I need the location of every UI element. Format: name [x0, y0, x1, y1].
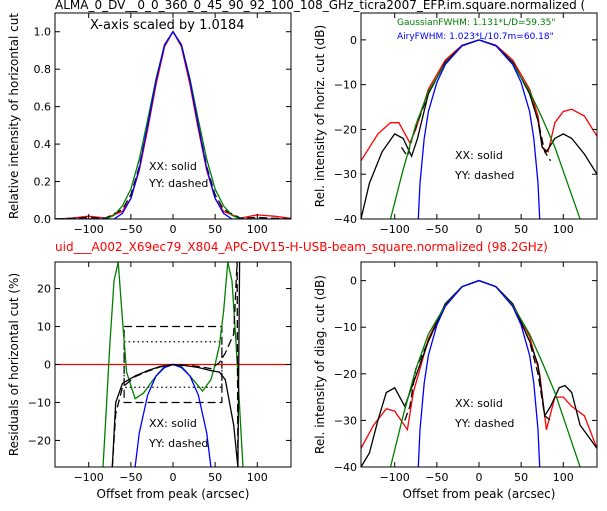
x-tick-label: 100 [247, 223, 268, 236]
x-axis-label: Offset from peak (arcsec) [403, 487, 556, 501]
x-tick-label: 50 [514, 223, 528, 236]
y-tick-label: 0 [350, 34, 357, 47]
x-tick-label: −100 [380, 471, 410, 484]
annotation-text: YY: dashed [148, 437, 208, 450]
y-tick-label: −20 [334, 123, 357, 136]
x-tick-label: −50 [119, 471, 142, 484]
series-line-black-solid-1 [361, 39, 597, 219]
series-line-blue-solid-2 [134, 363, 212, 467]
series-line-red-solid-0 [361, 39, 597, 162]
series-line-blue-solid-4 [417, 39, 541, 219]
panel-top-left: −100 −50 0 50 100 0.0 0.2 0.4 0.6 0.8 1.0 Relative … [7, 12, 292, 236]
x-tick-label: −100 [74, 471, 104, 484]
annotation-text: XX: solid [455, 149, 503, 162]
series-line-black-solid-1 [361, 279, 597, 467]
x-tick-label: 100 [553, 471, 574, 484]
x-axis-label: Offset from peak (arcsec) [97, 487, 250, 501]
y-tick-label: −40 [334, 461, 357, 474]
bottom-title: uid___A002_X69ec79_X804_APC-DV15-H-USB-b… [55, 240, 548, 254]
y-tick-label: 0.2 [34, 176, 52, 189]
x-tick-label: 50 [514, 471, 528, 484]
y-tick-label: 1.0 [34, 26, 52, 39]
annotation-text: YY: dashed [148, 177, 208, 190]
annotation-text: XX: solid [149, 417, 197, 430]
y-tick-label: 0.4 [34, 138, 52, 151]
y-tick-label: −40 [334, 213, 357, 226]
y-axis-label: Residuals of horizontal cut (%) [7, 273, 21, 456]
x-tick-label: 100 [247, 471, 268, 484]
top-title: ALMA_0_DV__0_0_360_0_45_90_92_100_108_GH… [55, 0, 585, 12]
series-line-green-solid-2 [55, 30, 291, 219]
series-line-blue-solid-4 [417, 279, 541, 467]
annotation-text: YY: dashed [454, 417, 514, 430]
y-tick-label: 0 [350, 275, 357, 288]
annotation-text: XX: solid [149, 160, 197, 173]
x-tick-label: 0 [170, 223, 177, 236]
plot-frame [360, 12, 598, 220]
annotation-text: YY: dashed [454, 169, 514, 182]
series-line-blue-solid-3 [55, 30, 291, 219]
series-line-black-dashed-4 [111, 262, 239, 467]
y-tick-label: 20 [37, 283, 51, 296]
x-tick-label: 100 [553, 223, 574, 236]
y-axis-label: Relative intensity of horizontal cut [7, 13, 21, 219]
y-tick-label: 0.8 [34, 63, 52, 76]
x-tick-label: 0 [476, 471, 483, 484]
x-tick-label: −50 [425, 471, 448, 484]
y-tick-label: −20 [28, 434, 51, 447]
annotation-text: X-axis scaled by 1.0184 [90, 18, 245, 33]
panel-bottom-right: −100 −50 0 50 100 0 −10 −20 −30 −40 Rel. intensity… [313, 261, 598, 501]
y-axis-label: Rel. intensity of diag. cut (dB) [313, 275, 327, 454]
y-tick-label: −30 [334, 168, 357, 181]
y-tick-label: 0 [44, 359, 51, 372]
x-tick-label: −100 [74, 223, 104, 236]
y-tick-label: −10 [334, 79, 357, 92]
series-line-red-solid-0 [55, 30, 291, 219]
y-tick-label: 10 [37, 321, 51, 334]
panel-top-right: −100 −50 0 50 100 0 −10 −20 −30 −40 Rel. intensity… [313, 12, 598, 236]
y-tick-label: −30 [334, 414, 357, 427]
y-tick-label: 0.6 [34, 101, 52, 114]
x-tick-label: −50 [119, 223, 142, 236]
x-tick-label: 50 [208, 223, 222, 236]
x-tick-label: −100 [380, 223, 410, 236]
y-tick-label: 0.0 [34, 213, 52, 226]
y-tick-label: −10 [28, 396, 51, 409]
y-tick-label: −20 [334, 368, 357, 381]
x-tick-label: 50 [208, 471, 222, 484]
legend-entry: AiryFWHM: 1.023*L/10.7m=60.18" [397, 32, 554, 42]
legend-entry: GaussianFWHM: 1.131*L/D=59.35" [397, 18, 555, 28]
x-tick-label: 0 [170, 471, 177, 484]
annotation-text: XX: solid [455, 397, 503, 410]
y-axis-label: Rel. intensity of horiz. cut (dB) [313, 25, 327, 207]
x-tick-label: −50 [425, 223, 448, 236]
series-line-black-dashed-1 [55, 30, 291, 219]
y-tick-label: −10 [334, 321, 357, 334]
x-tick-label: 0 [476, 223, 483, 236]
plot-frame [360, 261, 598, 468]
